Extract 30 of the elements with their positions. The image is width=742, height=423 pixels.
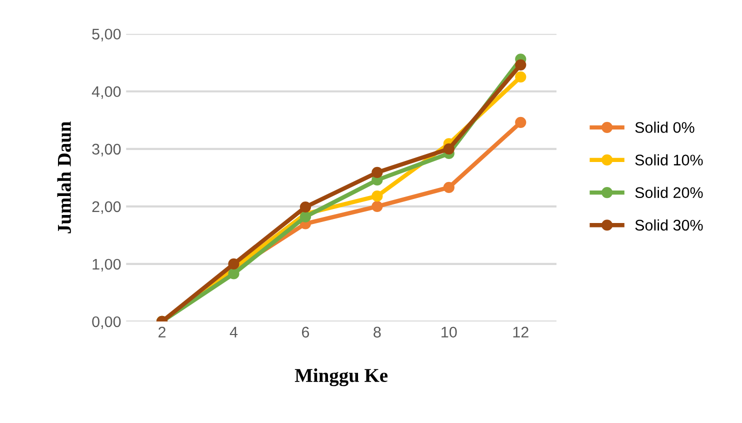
y-axis-title: Jumlah Daun bbox=[57, 121, 71, 234]
x-tick-label: 2 bbox=[158, 326, 166, 338]
x-tick-label: 10 bbox=[442, 326, 457, 338]
x-tick-label: 8 bbox=[374, 326, 381, 338]
point bbox=[443, 182, 454, 193]
point bbox=[515, 116, 526, 128]
point bbox=[300, 211, 312, 222]
y-tick-label: 5,00 bbox=[92, 28, 121, 42]
x-tick-label: 6 bbox=[302, 326, 310, 338]
point bbox=[228, 258, 240, 270]
point bbox=[300, 201, 312, 213]
y-tick-label: 1,00 bbox=[92, 258, 121, 272]
point bbox=[228, 268, 240, 280]
legend-label: Solid 30% bbox=[635, 219, 703, 231]
point bbox=[515, 71, 526, 83]
point bbox=[515, 59, 526, 70]
point bbox=[372, 166, 383, 178]
legend-label: Solid 10% bbox=[635, 154, 703, 166]
x-tick-label: 12 bbox=[513, 326, 528, 338]
y-tick-label: 4,00 bbox=[92, 86, 121, 99]
y-tick-label: 3,00 bbox=[92, 144, 121, 156]
y-tick-label: 0,00 bbox=[92, 316, 121, 329]
point bbox=[372, 190, 383, 202]
y-tick-label: 2,00 bbox=[92, 201, 121, 214]
legend-label: Solid 0% bbox=[635, 122, 694, 133]
point bbox=[443, 143, 454, 154]
legend-label: Solid 20% bbox=[635, 186, 703, 198]
point bbox=[372, 200, 383, 212]
x-tick-label: 4 bbox=[230, 326, 238, 338]
x-axis-title: Minggu Ke bbox=[294, 368, 388, 386]
